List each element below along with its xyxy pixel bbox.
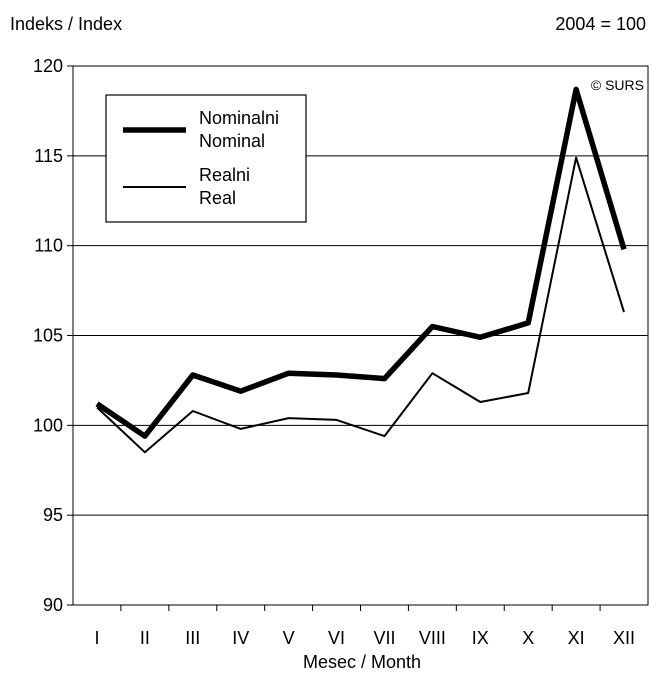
- x-tick-label: VII: [373, 628, 395, 648]
- y-tick-label: 115: [34, 146, 63, 166]
- x-tick-labels: I II III IV V VI VII VIII IX X XI XII: [94, 628, 635, 648]
- x-tick-label: IX: [472, 628, 489, 648]
- x-tick-label: VIII: [419, 628, 446, 648]
- y-tick-label: 105: [33, 326, 63, 346]
- y-axis-title: Indeks / Index: [10, 14, 122, 34]
- x-tick-marks: [120, 605, 601, 611]
- y-tick-label: 100: [33, 415, 63, 435]
- y-tick-label: 95: [43, 505, 63, 525]
- legend-label-real-line1: Realni: [199, 165, 250, 185]
- series-lines: [95, 86, 627, 454]
- series-line-nominal: [95, 86, 627, 439]
- y-tick-label: 120: [33, 56, 63, 76]
- x-tick-label: I: [94, 628, 99, 648]
- x-tick-label: VI: [328, 628, 345, 648]
- x-tick-label: XII: [613, 628, 635, 648]
- x-tick-label: X: [522, 628, 534, 648]
- x-tick-label: II: [140, 628, 150, 648]
- legend-label-nominal-line1: Nominalni: [199, 108, 279, 128]
- legend-label-real-line2: Real: [199, 188, 236, 208]
- x-tick-label: XI: [568, 628, 585, 648]
- legend: Nominalni Nominal Realni Real: [105, 94, 307, 223]
- x-tick-label: IV: [232, 628, 249, 648]
- plot-area-frame: [72, 65, 649, 606]
- base-year-note: 2004 = 100: [555, 14, 646, 34]
- x-tick-label: V: [283, 628, 295, 648]
- y-tick-label: 110: [34, 236, 63, 256]
- y-tick-label: 90: [43, 595, 63, 615]
- series-line-real: [96, 156, 625, 454]
- legend-label-nominal-line2: Nominal: [199, 131, 265, 151]
- x-tick-label: III: [185, 628, 200, 648]
- legend-box: [105, 94, 307, 223]
- x-axis-title: Mesec / Month: [303, 652, 421, 672]
- y-tick-labels: 90 95 100 105 110 115 120: [33, 56, 73, 615]
- copyright-label: © SURS: [591, 77, 644, 93]
